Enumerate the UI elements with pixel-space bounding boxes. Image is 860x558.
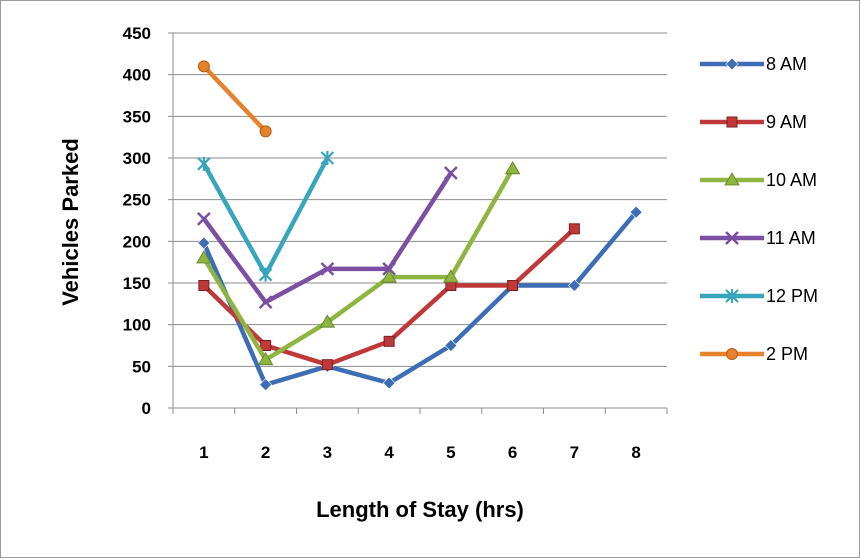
data-point <box>382 261 397 276</box>
y-tick-label: 450 <box>123 24 151 43</box>
series-line <box>201 64 268 134</box>
y-tick-label: 200 <box>123 232 151 251</box>
data-point <box>507 280 519 291</box>
data-point <box>567 279 581 292</box>
y-tick-label: 100 <box>123 316 151 335</box>
y-tick-labels: 0 50 100 150 200 250 300 350 400 450 <box>123 24 151 418</box>
legend-label: 12 PM <box>766 286 818 306</box>
series-layer <box>196 60 643 392</box>
data-point <box>258 267 273 282</box>
y-tick-label: 400 <box>123 66 151 85</box>
data-point <box>260 340 272 351</box>
data-point <box>257 351 274 366</box>
data-point <box>196 211 211 226</box>
legend-label: 9 AM <box>766 112 807 132</box>
x-tick-label: 3 <box>323 443 332 462</box>
x-tick-label: 6 <box>508 443 517 462</box>
series-line <box>201 209 639 387</box>
data-point <box>444 339 458 352</box>
series-9-am <box>198 223 580 371</box>
data-point <box>383 335 395 347</box>
data-point <box>259 378 273 392</box>
legend-label: 10 AM <box>766 170 817 190</box>
series-line <box>201 166 515 362</box>
data-point <box>725 289 739 303</box>
data-point <box>443 166 458 180</box>
y-tick-label: 0 <box>142 399 151 418</box>
data-point <box>504 161 521 175</box>
data-point <box>726 348 738 360</box>
series-2-pm <box>197 60 272 138</box>
data-point <box>724 172 740 186</box>
axes <box>168 32 668 414</box>
data-point <box>319 314 336 328</box>
series-11-am <box>196 166 458 310</box>
legend-entry: 12 PM <box>700 286 818 306</box>
x-tick-labels: 1 2 3 4 5 6 7 8 <box>199 443 641 462</box>
x-tick-label: 7 <box>570 443 579 462</box>
y-tick-label: 350 <box>123 107 151 126</box>
data-point <box>726 116 738 128</box>
data-point <box>197 236 211 250</box>
x-tick-label: 8 <box>631 443 640 462</box>
data-point <box>320 151 335 165</box>
y-tick-label: 150 <box>123 274 151 293</box>
data-point <box>382 376 396 390</box>
data-point <box>196 250 212 264</box>
legend-label: 2 PM <box>766 344 808 364</box>
x-tick-label: 1 <box>199 443 208 462</box>
series-12-pm <box>197 151 335 282</box>
x-tick-label: 5 <box>446 443 455 462</box>
x-axis-title: Length of Stay (hrs) <box>316 497 524 522</box>
data-point <box>197 60 210 73</box>
data-point <box>198 280 210 291</box>
legend-entry: 2 PM <box>700 344 808 364</box>
y-tick-label: 250 <box>123 191 151 210</box>
legend: 8 AM 9 AM 10 AM 11 AM 12 PM 2 PM <box>700 54 818 364</box>
y-axis-title: Vehicles Parked <box>58 138 83 306</box>
data-point <box>259 125 272 138</box>
data-point <box>725 57 739 71</box>
data-point <box>321 359 333 371</box>
y-tick-label: 300 <box>123 149 151 168</box>
legend-entry: 10 AM <box>700 170 817 190</box>
data-point <box>258 295 273 310</box>
series-line <box>201 155 330 277</box>
data-point <box>629 205 643 219</box>
data-point <box>568 223 580 235</box>
legend-label: 8 AM <box>766 54 807 74</box>
legend-label: 11 AM <box>766 228 816 248</box>
legend-entry: 11 AM <box>700 228 816 248</box>
series-10-am <box>196 161 521 366</box>
data-point <box>320 261 335 276</box>
x-tick-label: 2 <box>261 443 270 462</box>
legend-entry: 9 AM <box>700 112 807 132</box>
x-tick-label: 4 <box>384 443 394 462</box>
legend-entry: 8 AM <box>700 54 807 74</box>
data-point <box>381 269 397 283</box>
y-tick-label: 50 <box>132 357 151 376</box>
data-point <box>443 269 459 283</box>
data-point <box>197 156 211 171</box>
data-point <box>725 231 739 245</box>
